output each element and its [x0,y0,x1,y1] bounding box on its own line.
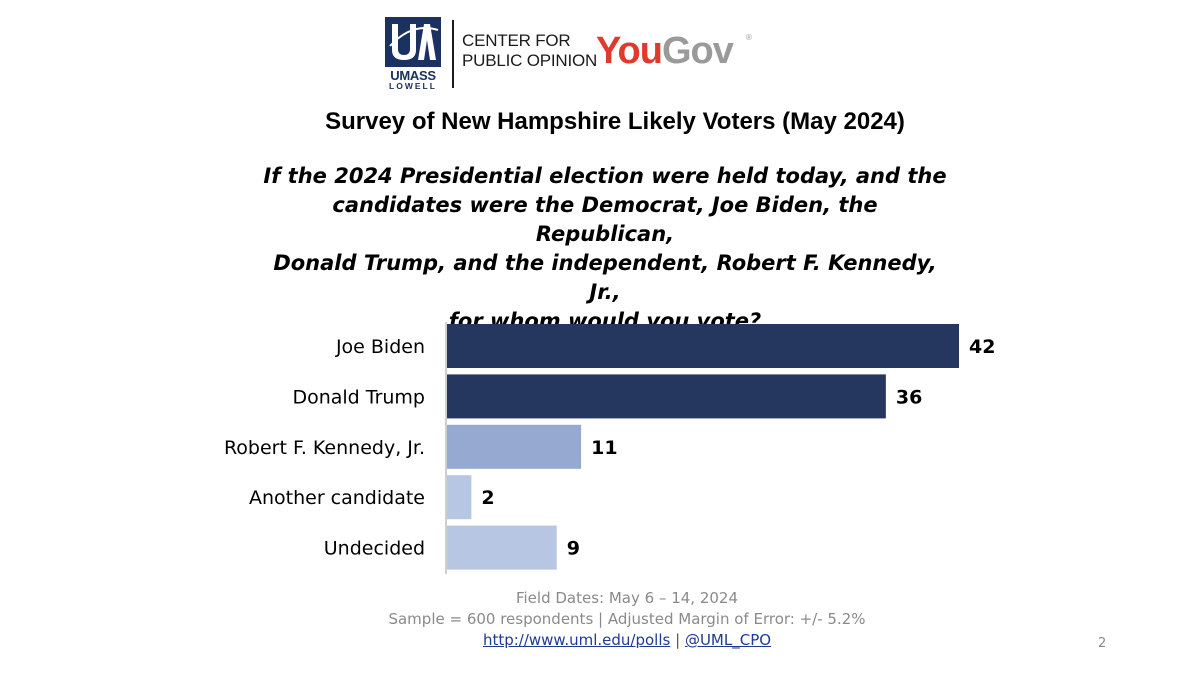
twitter-handle-link[interactable]: @UML_CPO [684,631,772,649]
page-number: 2 [1098,636,1107,651]
bar-undecided [447,525,557,570]
category-label: Donald Trump [292,386,425,408]
bar-robert-f-kennedy-jr [447,424,582,469]
yougov-gov-text: Gov [661,30,734,72]
question-line: candidates were the Democrat, Joe Biden,… [332,193,878,246]
link-separator: | [675,631,681,649]
value-label: 11 [591,437,617,459]
lowell-wordmark: LOWELL [389,81,437,91]
footer-links: http://www.uml.edu/polls | @UML_CPO [0,631,1200,649]
category-label: Another candidate [249,487,425,509]
survey-question: If the 2024 Presidential election were h… [260,162,950,336]
bar-donald-trump [447,374,886,419]
umass-lowell-logo: UMASS LOWELL [384,16,441,91]
bar-another-candidate [447,475,472,520]
value-label: 42 [969,336,995,358]
logo-divider [452,20,454,88]
question-line: Donald Trump, and the independent, Rober… [273,251,937,304]
public-opinion-text: PUBLIC OPINION [462,51,598,70]
umass-wordmark: UMASS [390,68,436,83]
category-label: Undecided [324,538,425,560]
sample-info: Sample = 600 respondents | Adjusted Marg… [388,610,866,628]
header-logos: UMASS LOWELL CENTER FOR PUBLIC OPINION Y… [384,16,804,91]
yougov-you-text: You [596,30,663,72]
polls-link[interactable]: http://www.uml.edu/polls [482,631,671,649]
value-label: 9 [567,538,580,560]
value-label: 36 [896,386,922,408]
field-dates: Field Dates: May 6 – 14, 2024 [515,589,739,607]
yougov-logo: YouGov ® [596,30,752,73]
registered-mark: ® [746,33,752,42]
category-label: Joe Biden [335,336,425,358]
survey-title: Survey of New Hampshire Likely Voters (M… [325,108,905,135]
umass-lowell-emblem-icon [385,17,441,67]
bar-joe-biden [447,324,959,368]
question-line: If the 2024 Presidential election were h… [263,164,947,188]
vote-choice-bar-chart: Joe Biden 42 Donald Trump 36 Robert F. Kenne… [224,322,995,574]
category-label: Robert F. Kennedy, Jr. [224,437,425,459]
center-for-text: CENTER FOR [462,31,571,50]
value-label: 2 [481,487,494,509]
